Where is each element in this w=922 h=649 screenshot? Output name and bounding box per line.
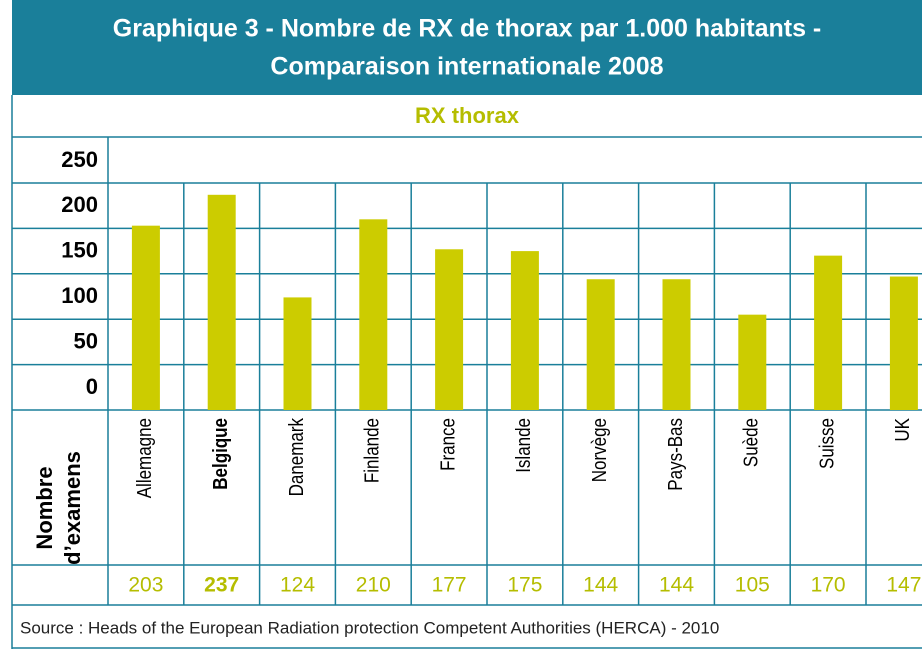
- bar: [359, 219, 388, 410]
- chart-title-line: Graphique 3 - Nombre de RX de thorax par…: [113, 15, 822, 43]
- y-axis-label-line: d’examens: [60, 451, 85, 565]
- x-tick-label: France: [436, 418, 459, 471]
- y-axis-label-line: Nombre: [32, 466, 57, 549]
- x-tick-label-group: UK: [891, 417, 914, 441]
- x-tick-label: Suisse: [815, 418, 838, 469]
- value-label: 144: [659, 574, 694, 597]
- value-label: 237: [204, 574, 239, 597]
- x-tick-label-group: Norvège: [588, 418, 611, 482]
- y-tick-label: 150: [61, 238, 98, 263]
- y-tick-label: 100: [61, 283, 98, 308]
- y-tick-label: 0: [86, 374, 98, 399]
- x-tick-label-group: Belgique: [209, 418, 232, 490]
- y-tick-label: 250: [61, 147, 98, 172]
- y-axis-label: Nombre d’examens: [32, 451, 85, 565]
- x-tick-label: Danemark: [284, 417, 307, 496]
- bar: [283, 297, 312, 410]
- bar: [131, 225, 160, 410]
- x-tick-label-group: Danemark: [284, 417, 307, 496]
- x-tick-label: Allemagne: [133, 418, 156, 498]
- bar: [435, 249, 464, 410]
- x-tick-label: Belgique: [209, 418, 232, 490]
- x-tick-label-group: Suisse: [815, 418, 838, 469]
- value-label: 175: [507, 574, 542, 597]
- x-tick-label-group: Allemagne: [133, 418, 156, 498]
- bar: [662, 279, 691, 410]
- value-label: 177: [432, 574, 467, 597]
- bar: [510, 251, 539, 410]
- y-tick-label: 200: [61, 192, 98, 217]
- y-tick-label: 50: [74, 328, 98, 353]
- x-tick-label-group: Suède: [739, 418, 762, 467]
- bar: [738, 314, 767, 410]
- value-label: 124: [280, 574, 315, 597]
- value-label: 203: [128, 574, 163, 597]
- header-band: [12, 0, 922, 95]
- x-tick-label: UK: [891, 417, 914, 441]
- chart-subtitle: RX thorax: [415, 103, 520, 128]
- x-tick-label-group: France: [436, 418, 459, 471]
- x-tick-label-group: Finlande: [360, 418, 383, 483]
- value-label: 144: [583, 574, 618, 597]
- value-label: 105: [735, 574, 770, 597]
- source-note: Source : Heads of the European Radiation…: [20, 618, 719, 637]
- bar: [207, 194, 236, 410]
- value-label: 210: [356, 574, 391, 597]
- x-tick-label: Pays-Bas: [663, 418, 686, 491]
- bar: [889, 276, 918, 410]
- x-tick-label: Finlande: [360, 418, 383, 483]
- value-label: 170: [811, 574, 846, 597]
- value-label: 147: [886, 574, 921, 597]
- x-tick-label: Suède: [739, 418, 762, 467]
- x-tick-label-group: Islande: [512, 418, 535, 473]
- x-tick-label: Norvège: [588, 418, 611, 482]
- x-tick-label: Islande: [512, 418, 535, 473]
- bar: [814, 255, 843, 410]
- x-tick-label-group: Pays-Bas: [663, 418, 686, 491]
- chart-title-line: Comparaison internationale 2008: [270, 53, 663, 81]
- bar: [586, 279, 615, 410]
